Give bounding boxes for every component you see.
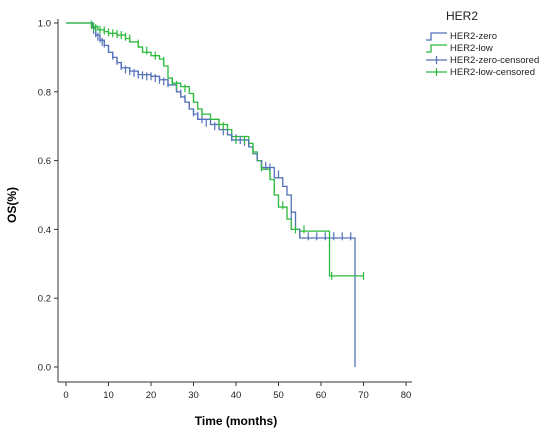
- y-axis-title: OS(%): [5, 187, 19, 223]
- her2-zero-curve: [66, 22, 356, 367]
- y-tick-label: 0.6: [38, 156, 51, 167]
- legend-swatch: [426, 32, 447, 41]
- y-tick-label: 1.0: [38, 19, 51, 30]
- y-tick-label: 0.2: [38, 294, 51, 305]
- x-axis-title: Time (months): [195, 414, 277, 428]
- legend-entry-label: HER2-low-censored: [450, 67, 535, 78]
- legend-title: HER2: [446, 9, 478, 23]
- censor-marks: [90, 20, 365, 280]
- axes: 0.0 0.2 0.4 0.6 0.8 1.0 0 10 20 30 40 50 60 70 80: [38, 19, 412, 401]
- x-tick-label: 80: [401, 390, 412, 401]
- x-tick-label: 40: [231, 390, 242, 401]
- x-tick-label: 60: [316, 390, 327, 401]
- x-tick-label: 10: [103, 390, 114, 401]
- x-tick-label: 20: [146, 390, 157, 401]
- survival-curves: [66, 22, 364, 367]
- y-tick-label: 0.8: [38, 87, 51, 98]
- legend: HER2 HER2-zeroHER2-lowHER2-zero-censored…: [426, 9, 539, 78]
- legend-swatch: [426, 44, 447, 53]
- legend-entry-label: HER2-zero-censored: [450, 55, 539, 66]
- x-tick-label: 30: [188, 390, 199, 401]
- legend-entry-label: HER2-low: [450, 43, 493, 54]
- x-tick-label: 50: [273, 390, 284, 401]
- y-tick-label: 0.0: [38, 363, 51, 374]
- x-tick-label: 70: [358, 390, 369, 401]
- y-tick-label: 0.4: [38, 225, 51, 236]
- x-tick-label: 0: [63, 390, 68, 401]
- legend-entry-label: HER2-zero: [450, 31, 497, 42]
